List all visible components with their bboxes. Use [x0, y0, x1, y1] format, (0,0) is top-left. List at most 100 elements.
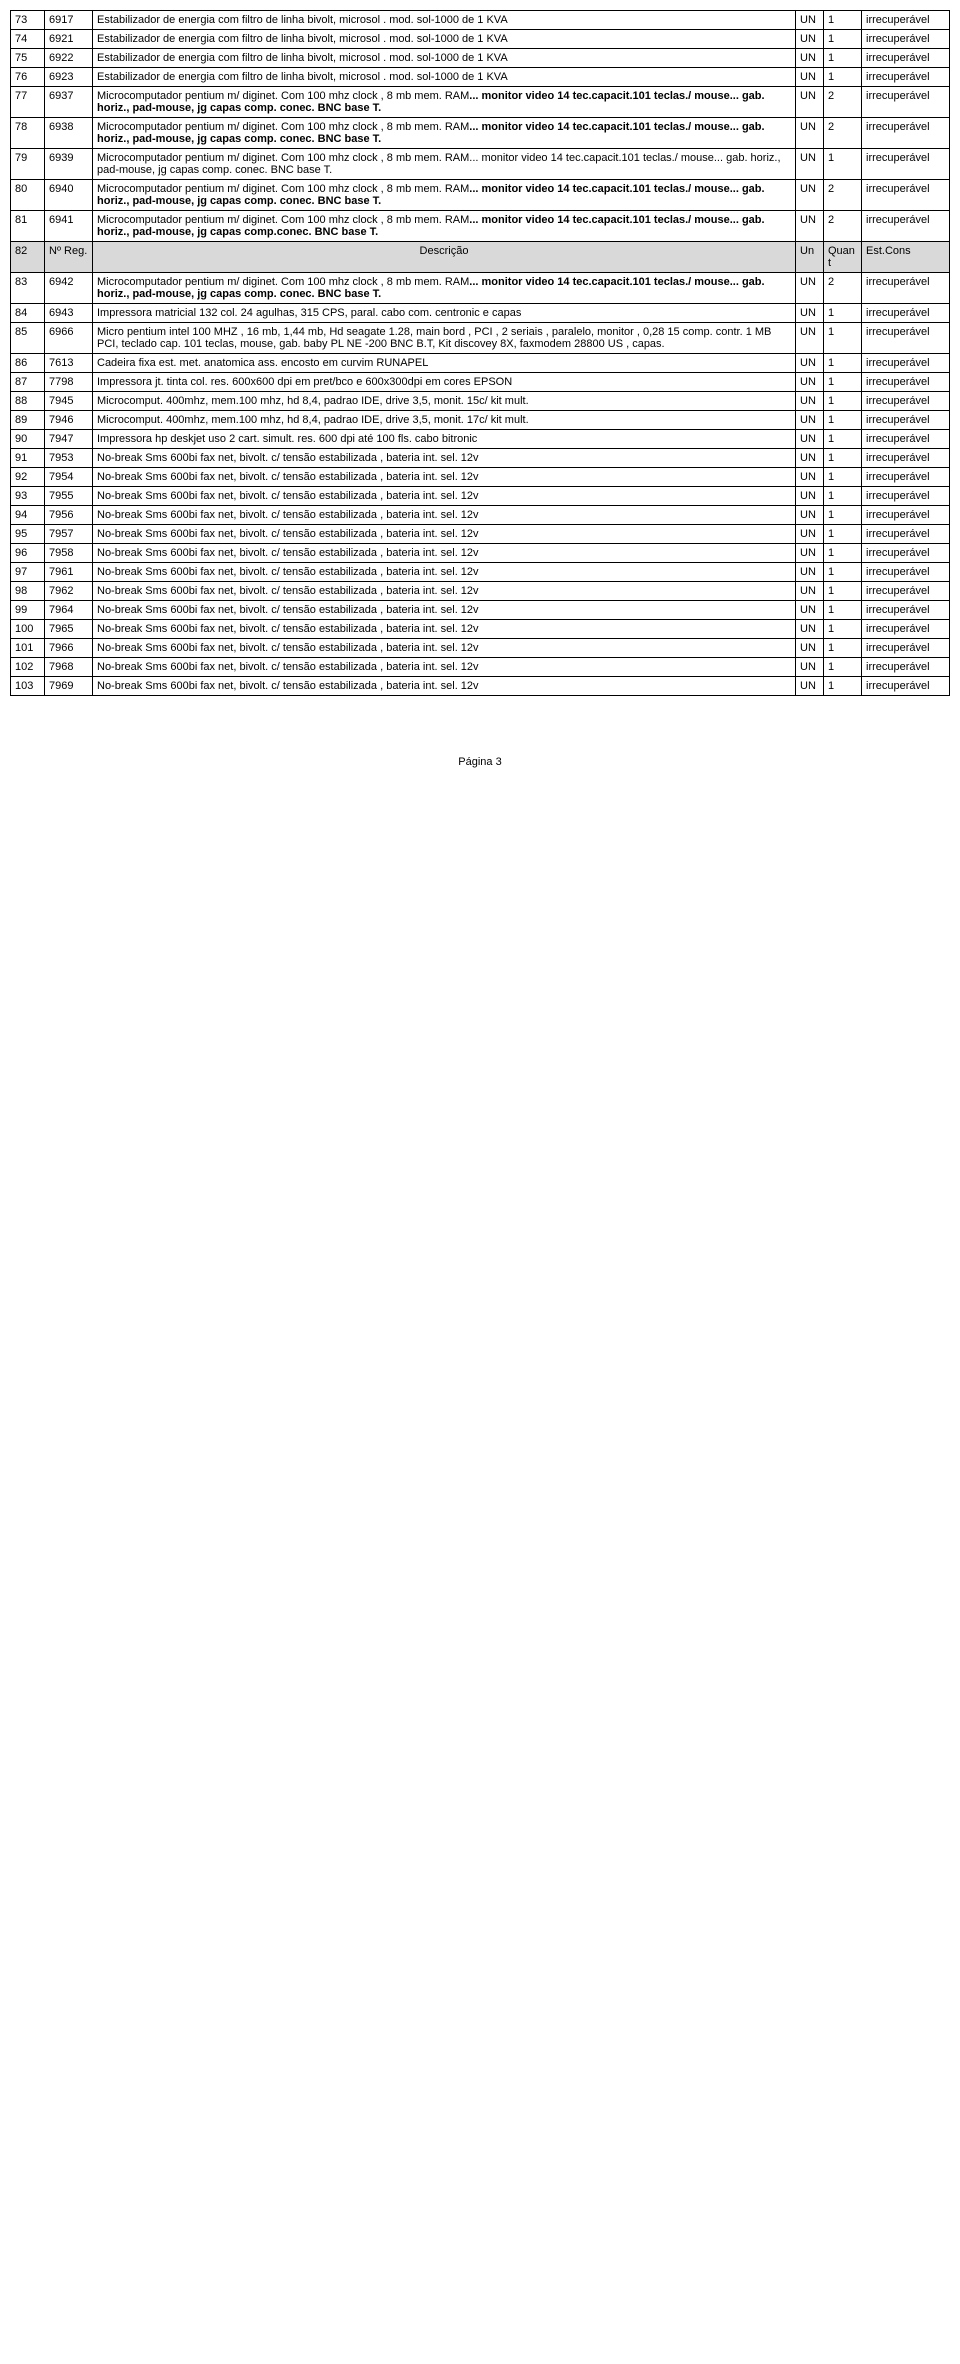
cell-index: 77	[11, 87, 45, 118]
cell-qty: 1	[824, 563, 862, 582]
cell-reg: 6940	[45, 180, 93, 211]
cell-reg: 7946	[45, 411, 93, 430]
cell-status: irrecuperável	[862, 430, 950, 449]
cell-status: irrecuperável	[862, 323, 950, 354]
cell-desc: No-break Sms 600bi fax net, bivolt. c/ t…	[93, 506, 796, 525]
cell-desc: No-break Sms 600bi fax net, bivolt. c/ t…	[93, 658, 796, 677]
cell-desc: No-break Sms 600bi fax net, bivolt. c/ t…	[93, 601, 796, 620]
cell-reg: 6917	[45, 11, 93, 30]
cell-status: irrecuperável	[862, 118, 950, 149]
cell-unit: UN	[796, 392, 824, 411]
cell-qty: 1	[824, 620, 862, 639]
table-row: 887945Microcomput. 400mhz, mem.100 mhz, …	[11, 392, 950, 411]
cell-qty: 1	[824, 411, 862, 430]
cell-reg: 6923	[45, 68, 93, 87]
cell-qty: 1	[824, 149, 862, 180]
table-row: 1027968No-break Sms 600bi fax net, bivol…	[11, 658, 950, 677]
cell-qty: 1	[824, 323, 862, 354]
table-row: 1007965No-break Sms 600bi fax net, bivol…	[11, 620, 950, 639]
cell-qty: 2	[824, 211, 862, 242]
table-row: 977961No-break Sms 600bi fax net, bivolt…	[11, 563, 950, 582]
cell-index: 102	[11, 658, 45, 677]
table-row: 836942Microcomputador pentium m/ diginet…	[11, 273, 950, 304]
cell-status: irrecuperável	[862, 373, 950, 392]
cell-index: 101	[11, 639, 45, 658]
cell-status: irrecuperável	[862, 468, 950, 487]
table-row: 786938Microcomputador pentium m/ diginet…	[11, 118, 950, 149]
cell-unit: UN	[796, 639, 824, 658]
cell-status: irrecuperável	[862, 677, 950, 696]
cell-desc: Microcomput. 400mhz, mem.100 mhz, hd 8,4…	[93, 392, 796, 411]
cell-index: 73	[11, 11, 45, 30]
cell-status: irrecuperável	[862, 487, 950, 506]
cell-unit: UN	[796, 49, 824, 68]
cell-reg: 6939	[45, 149, 93, 180]
table-row: 796939Microcomputador pentium m/ diginet…	[11, 149, 950, 180]
cell-desc: No-break Sms 600bi fax net, bivolt. c/ t…	[93, 620, 796, 639]
table-row: 957957No-break Sms 600bi fax net, bivolt…	[11, 525, 950, 544]
table-row: 856966Micro pentium intel 100 MHZ , 16 m…	[11, 323, 950, 354]
cell-unit: UN	[796, 468, 824, 487]
cell-qty: 1	[824, 601, 862, 620]
table-row: 937955No-break Sms 600bi fax net, bivolt…	[11, 487, 950, 506]
cell-reg: 6937	[45, 87, 93, 118]
cell-index: 99	[11, 601, 45, 620]
cell-qty: 1	[824, 487, 862, 506]
cell-reg: 6966	[45, 323, 93, 354]
table-row: 746921Estabilizador de energia com filtr…	[11, 30, 950, 49]
cell-reg: 7955	[45, 487, 93, 506]
cell-qty: 1	[824, 11, 862, 30]
table-row: 806940Microcomputador pentium m/ diginet…	[11, 180, 950, 211]
cell-index: 93	[11, 487, 45, 506]
cell-unit: UN	[796, 525, 824, 544]
cell-reg: 7961	[45, 563, 93, 582]
cell-unit: UN	[796, 118, 824, 149]
cell-unit: UN	[796, 487, 824, 506]
cell-index: 100	[11, 620, 45, 639]
cell-qty: 2	[824, 273, 862, 304]
cell-unit: UN	[796, 449, 824, 468]
table-row: 1017966No-break Sms 600bi fax net, bivol…	[11, 639, 950, 658]
cell-desc: Impressora matricial 132 col. 24 agulhas…	[93, 304, 796, 323]
table-row: 756922Estabilizador de energia com filtr…	[11, 49, 950, 68]
cell-unit: UN	[796, 430, 824, 449]
cell-reg: 7945	[45, 392, 93, 411]
cell-qty: 1	[824, 354, 862, 373]
cell-index: 83	[11, 273, 45, 304]
cell-desc: Microcomputador pentium m/ diginet. Com …	[93, 149, 796, 180]
cell-status: irrecuperável	[862, 544, 950, 563]
cell-unit: UN	[796, 411, 824, 430]
cell-desc: Microcomputador pentium m/ diginet. Com …	[93, 180, 796, 211]
header-cell: Quant	[824, 242, 862, 273]
cell-index: 97	[11, 563, 45, 582]
inventory-table: 736917Estabilizador de energia com filtr…	[10, 10, 950, 696]
table-row: 816941Microcomputador pentium m/ diginet…	[11, 211, 950, 242]
cell-status: irrecuperável	[862, 582, 950, 601]
cell-status: irrecuperável	[862, 30, 950, 49]
cell-reg: 7969	[45, 677, 93, 696]
table-row: 82Nº Reg.DescriçãoUnQuantEst.Cons	[11, 242, 950, 273]
cell-status: irrecuperável	[862, 563, 950, 582]
cell-qty: 1	[824, 373, 862, 392]
cell-status: irrecuperável	[862, 411, 950, 430]
cell-desc: No-break Sms 600bi fax net, bivolt. c/ t…	[93, 449, 796, 468]
cell-index: 103	[11, 677, 45, 696]
cell-unit: UN	[796, 273, 824, 304]
cell-qty: 1	[824, 430, 862, 449]
cell-qty: 1	[824, 449, 862, 468]
cell-unit: UN	[796, 563, 824, 582]
cell-status: irrecuperável	[862, 211, 950, 242]
cell-reg: 7968	[45, 658, 93, 677]
cell-qty: 1	[824, 582, 862, 601]
cell-index: 92	[11, 468, 45, 487]
cell-unit: UN	[796, 68, 824, 87]
cell-qty: 2	[824, 180, 862, 211]
cell-unit: UN	[796, 87, 824, 118]
cell-qty: 1	[824, 49, 862, 68]
cell-unit: UN	[796, 30, 824, 49]
cell-desc: Impressora jt. tinta col. res. 600x600 d…	[93, 373, 796, 392]
cell-desc: Cadeira fixa est. met. anatomica ass. en…	[93, 354, 796, 373]
cell-status: irrecuperável	[862, 392, 950, 411]
cell-qty: 1	[824, 468, 862, 487]
cell-status: irrecuperável	[862, 354, 950, 373]
